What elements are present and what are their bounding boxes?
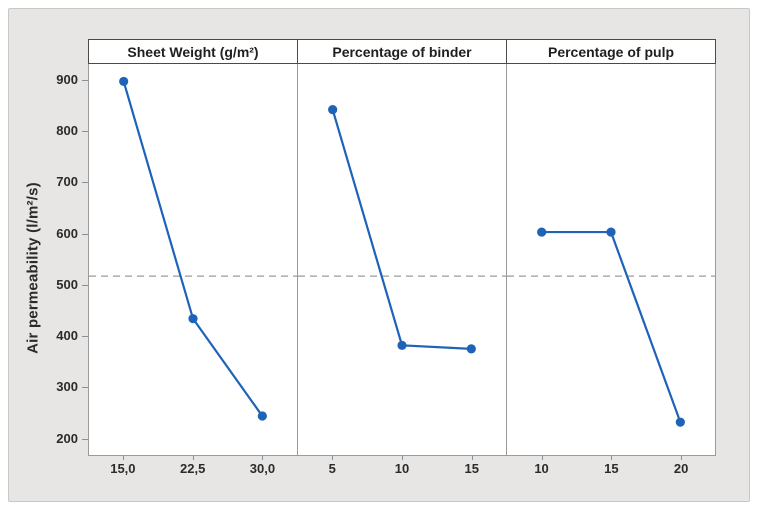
panel-plot-percentage-of-binder [298,64,507,455]
panel-title-sheet-weight: Sheet Weight (g/m²) [88,39,298,64]
x-tick-label: 10 [394,461,410,476]
panel-plot-percentage-of-pulp [507,64,715,455]
data-point-marker [119,76,129,87]
x-tick-label: 30,0 [249,461,276,476]
panel-area: Sheet Weight (g/m²) Percentage of binder… [88,39,716,456]
y-tick-mark [82,387,88,389]
panel-title-percentage-of-binder: Percentage of binder [298,39,507,64]
y-tick-label: 900 [56,71,78,87]
x-tick-mark [122,456,124,460]
data-point-marker [188,314,198,324]
main-effect-line [331,109,472,351]
y-tick-mark [82,284,88,286]
x-tick-mark [681,456,683,460]
main-effect-line [541,230,682,423]
plot-row [88,64,716,456]
y-tick-mark [82,336,88,338]
data-point-marker [328,105,338,115]
x-tick-mark [402,456,403,460]
y-tick-label: 200 [56,430,78,446]
x-tick-mark [471,456,473,460]
x-tick-mark [541,456,543,460]
data-point-marker [466,344,476,354]
panel-header-row: Sheet Weight (g/m²) Percentage of binder… [88,39,716,64]
x-tick-label: 15 [604,461,619,476]
x-tick-mark [192,456,194,460]
y-tick-label: 600 [56,225,78,241]
data-point-marker [257,411,267,421]
data-point-marker [537,227,547,237]
y-tick-label: 700 [56,174,78,190]
x-tick-label: 5 [328,461,336,476]
data-point-marker [397,340,407,350]
x-tick-label: 20 [673,461,689,476]
line-series-sheet-weight [89,76,297,421]
data-point-marker [606,227,616,237]
y-tick-label: 300 [56,379,78,395]
x-tick-label: 10 [534,461,549,476]
x-tick-mark [262,456,264,460]
line-series-percentage-of-binder [298,105,506,354]
y-tick-label: 400 [56,328,78,344]
panel-title-percentage-of-pulp: Percentage of pulp [507,39,716,64]
x-tick-label: 15,0 [110,461,136,476]
y-tick-mark [82,233,88,235]
data-point-marker [675,417,685,427]
line-series-percentage-of-pulp [507,227,715,427]
y-tick-mark [82,79,88,81]
x-tick-mark [611,456,613,460]
main-effect-line [122,81,264,417]
y-tick-mark [82,131,88,133]
x-tick-label: 15 [464,461,479,476]
x-tick-mark [332,456,334,460]
x-tick-label: 22,5 [180,461,206,476]
y-tick-mark [82,438,88,440]
panel-plot-sheet-weight [89,64,298,455]
y-tick-label: 500 [56,276,78,292]
y-tick-mark [82,182,88,184]
y-tick-label: 800 [56,123,78,139]
